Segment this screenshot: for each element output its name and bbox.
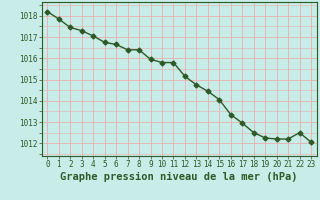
X-axis label: Graphe pression niveau de la mer (hPa): Graphe pression niveau de la mer (hPa) — [60, 172, 298, 182]
